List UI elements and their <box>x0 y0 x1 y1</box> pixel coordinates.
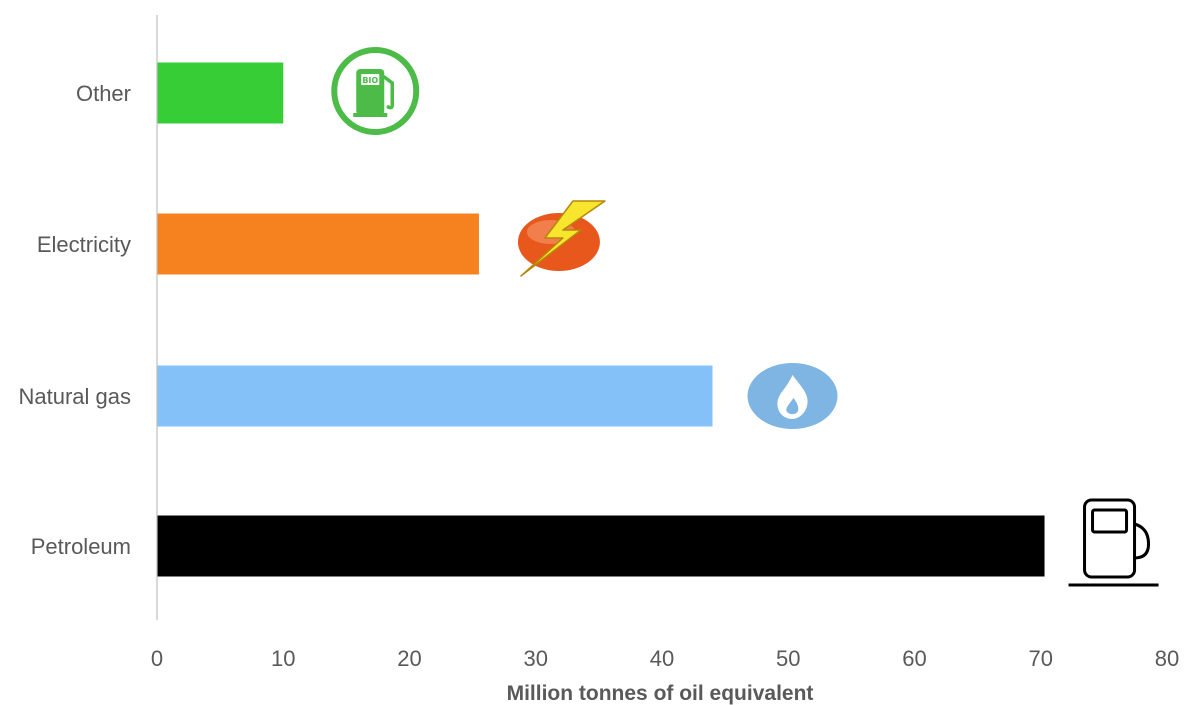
bio-fuel-icon: BIO <box>331 47 420 135</box>
x-axis-title: Million tonnes of oil equivalent <box>507 682 814 705</box>
flame-icon <box>747 363 838 429</box>
fuel-pump-icon <box>1068 498 1159 587</box>
x-tick-label: 10 <box>271 646 295 671</box>
bar-natural-gas <box>157 365 713 427</box>
icons-group: BIO <box>331 47 1159 587</box>
x-tick-label: 50 <box>776 646 800 671</box>
lightning-icon <box>517 200 606 277</box>
x-tick-label: 30 <box>524 646 548 671</box>
x-tick-labels: 0 10 20 30 40 50 60 70 80 <box>151 646 1179 671</box>
x-tick-label: 0 <box>151 646 163 671</box>
category-label-electricity: Electricity <box>37 232 131 257</box>
category-labels: Petroleum Natural gas Electricity Other <box>18 81 131 559</box>
category-label-other: Other <box>76 81 131 106</box>
bars-group <box>157 62 1045 577</box>
x-tick-label: 20 <box>397 646 421 671</box>
x-tick-label: 40 <box>650 646 674 671</box>
category-label-petroleum: Petroleum <box>31 534 131 559</box>
x-tick-label: 70 <box>1029 646 1053 671</box>
bar-electricity <box>157 213 479 275</box>
category-label-natural-gas: Natural gas <box>18 384 131 409</box>
x-tick-label: 80 <box>1155 646 1179 671</box>
svg-text:BIO: BIO <box>362 76 378 85</box>
bar-petroleum <box>157 515 1045 577</box>
x-tick-label: 60 <box>902 646 926 671</box>
bar-other <box>157 62 284 124</box>
